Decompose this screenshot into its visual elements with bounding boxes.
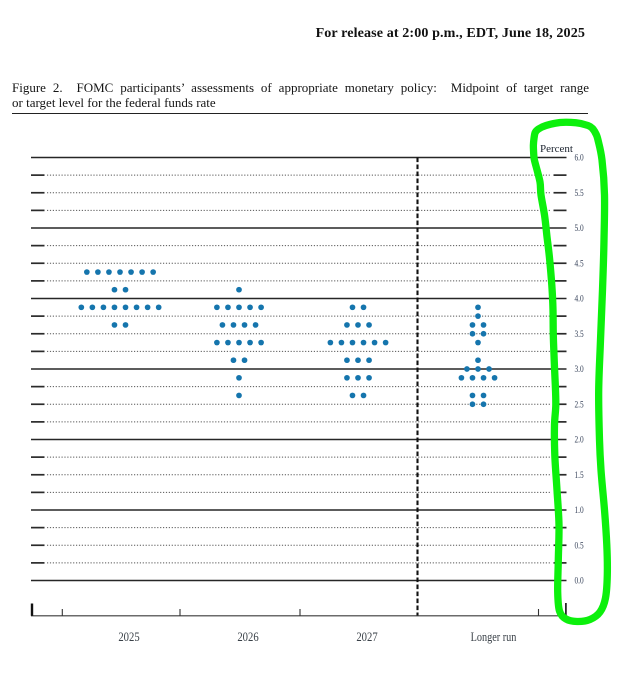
- svg-text:2.5: 2.5: [575, 399, 584, 410]
- svg-text:0.5: 0.5: [575, 540, 584, 551]
- svg-text:2027: 2027: [356, 629, 378, 644]
- svg-text:2026: 2026: [237, 629, 259, 644]
- svg-text:5.5: 5.5: [575, 188, 584, 199]
- svg-text:6.0: 6.0: [575, 153, 584, 164]
- svg-text:2025: 2025: [118, 629, 139, 644]
- svg-text:1.5: 1.5: [575, 470, 584, 481]
- svg-text:3.5: 3.5: [575, 329, 584, 340]
- svg-text:4.0: 4.0: [575, 294, 584, 305]
- svg-text:2.0: 2.0: [575, 435, 584, 446]
- svg-text:Longer run: Longer run: [471, 630, 517, 644]
- svg-text:4.5: 4.5: [575, 258, 584, 269]
- svg-text:1.0: 1.0: [575, 505, 584, 516]
- svg-text:Percent: Percent: [540, 143, 573, 155]
- svg-text:5.0: 5.0: [575, 223, 584, 234]
- svg-text:3.0: 3.0: [575, 364, 584, 375]
- svg-text:0.0: 0.0: [575, 576, 584, 587]
